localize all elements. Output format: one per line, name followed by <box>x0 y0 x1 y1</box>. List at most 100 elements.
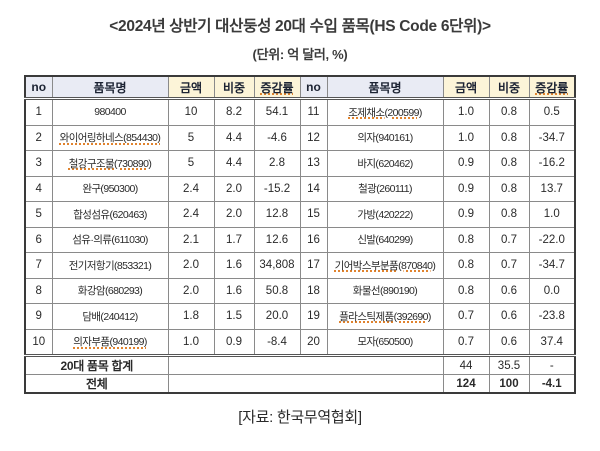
footer-share-cell: 100 <box>488 374 530 394</box>
no-cell: 20 <box>299 328 328 356</box>
col-header-item-left: 품목명 <box>51 75 169 100</box>
amount-cell: 5 <box>167 124 215 151</box>
footer-amount-cell: 124 <box>442 374 490 394</box>
item-cell: 철광(260111) <box>326 175 444 202</box>
table-row: 4 완구(950300) 2.4 2.0 -15.2 14 철광(260111)… <box>24 175 576 202</box>
share-cell: 0.6 <box>488 328 530 356</box>
amount-cell: 2.4 <box>167 201 215 228</box>
item-cell: 완구(950300) <box>51 175 169 202</box>
item-cell: 신발(640299) <box>326 226 444 253</box>
change-cell: 12.6 <box>253 226 301 253</box>
change-cell: 54.1 <box>253 98 301 126</box>
no-cell: 7 <box>24 252 53 279</box>
item-cell: 와이어링하네스(854430) <box>51 124 169 151</box>
no-cell: 8 <box>24 277 53 304</box>
item-cell: 전기저항기(853321) <box>51 252 169 279</box>
item-cell: 기어박스부분품(870840) <box>326 252 444 279</box>
item-cell: 가방(420222) <box>326 201 444 228</box>
table-row: 3 철강구조물(730890) 5 4.4 2.8 13 바지(620462) … <box>24 150 576 177</box>
no-cell: 6 <box>24 226 53 253</box>
amount-cell: 2.0 <box>167 252 215 279</box>
change-cell: 13.7 <box>528 175 576 202</box>
share-cell: 1.5 <box>213 303 255 330</box>
item-cell: 철강구조물(730890) <box>51 150 169 177</box>
change-cell: 1.0 <box>528 201 576 228</box>
col-header-change-right: 증감률 <box>528 75 576 100</box>
change-cell: -22.0 <box>528 226 576 253</box>
share-cell: 2.0 <box>213 175 255 202</box>
share-cell: 0.6 <box>488 277 530 304</box>
change-cell: -34.7 <box>528 252 576 279</box>
share-cell: 0.7 <box>488 252 530 279</box>
table-row: 2 와이어링하네스(854430) 5 4.4 -4.6 12 의자(94016… <box>24 124 576 151</box>
no-cell: 9 <box>24 303 53 330</box>
table-row: 1 980400 10 8.2 54.1 11 조제채소(200599) 1.0… <box>24 98 576 126</box>
item-cell: 모자(650500) <box>326 328 444 356</box>
no-cell: 13 <box>299 150 328 177</box>
table-row: 10 의자부품(940199) 1.0 0.9 -8.4 20 모자(65050… <box>24 328 576 356</box>
item-cell: 의자부품(940199) <box>51 328 169 356</box>
unit-note: (단위: 억 달러, %) <box>252 47 348 62</box>
import-items-table: no 품목명 금액 비중 증감률 no 품목명 금액 비중 증감률 1 9804… <box>24 75 576 394</box>
footer-row: 20대 품목 합계 44 35.5 - <box>24 354 576 375</box>
change-cell: -4.6 <box>253 124 301 151</box>
share-cell: 0.8 <box>488 124 530 151</box>
page-title: <2024년 상반기 대산둥성 20대 수입 품목(HS Code 6단위)> <box>109 18 491 35</box>
share-cell: 4.4 <box>213 124 255 151</box>
amount-cell: 1.8 <box>167 303 215 330</box>
item-cell: 980400 <box>51 98 169 126</box>
footer-empty-cell <box>167 354 444 375</box>
table-row: 5 합성섬유(620463) 2.4 2.0 12.8 15 가방(420222… <box>24 201 576 228</box>
item-cell: 화강암(680293) <box>51 277 169 304</box>
change-cell: -34.7 <box>528 124 576 151</box>
no-cell: 3 <box>24 150 53 177</box>
amount-cell: 1.0 <box>442 98 490 126</box>
col-header-item-right: 품목명 <box>326 75 444 100</box>
share-cell: 1.6 <box>213 252 255 279</box>
col-header-no-left: no <box>24 75 53 100</box>
amount-cell: 10 <box>167 98 215 126</box>
col-header-change-left: 증감률 <box>253 75 301 100</box>
no-cell: 10 <box>24 328 53 356</box>
no-cell: 17 <box>299 252 328 279</box>
item-cell: 바지(620462) <box>326 150 444 177</box>
share-cell: 0.7 <box>488 226 530 253</box>
share-cell: 0.6 <box>488 303 530 330</box>
amount-cell: 1.0 <box>442 124 490 151</box>
share-cell: 1.6 <box>213 277 255 304</box>
amount-cell: 0.7 <box>442 328 490 356</box>
change-cell: -16.2 <box>528 150 576 177</box>
amount-cell: 0.9 <box>442 201 490 228</box>
no-cell: 14 <box>299 175 328 202</box>
share-cell: 0.8 <box>488 201 530 228</box>
no-cell: 18 <box>299 277 328 304</box>
page: <2024년 상반기 대산둥성 20대 수입 품목(HS Code 6단위)> … <box>0 14 600 427</box>
footer-change-cell: -4.1 <box>528 374 576 394</box>
table-row: 8 화강암(680293) 2.0 1.6 50.8 18 화물선(890190… <box>24 277 576 304</box>
amount-cell: 0.9 <box>442 150 490 177</box>
change-cell: 0.5 <box>528 98 576 126</box>
share-cell: 2.0 <box>213 201 255 228</box>
table-body: 1 980400 10 8.2 54.1 11 조제채소(200599) 1.0… <box>24 98 576 356</box>
header-row: no 품목명 금액 비중 증감률 no 품목명 금액 비중 증감률 <box>24 75 576 100</box>
table-row: 7 전기저항기(853321) 2.0 1.6 34,808 17 기어박스부분… <box>24 252 576 279</box>
item-cell: 조제채소(200599) <box>326 98 444 126</box>
item-cell: 플라스틱제품(392690) <box>326 303 444 330</box>
table-row: 6 섬유·의류(611030) 2.1 1.7 12.6 16 신발(64029… <box>24 226 576 253</box>
footer-row: 전체 124 100 -4.1 <box>24 374 576 394</box>
footer-amount-cell: 44 <box>442 354 490 375</box>
item-cell: 섬유·의류(611030) <box>51 226 169 253</box>
change-cell: 2.8 <box>253 150 301 177</box>
footer-label-cell: 20대 품목 합계 <box>24 354 169 375</box>
col-header-no-right: no <box>299 75 328 100</box>
no-cell: 15 <box>299 201 328 228</box>
footer-change-cell: - <box>528 354 576 375</box>
share-cell: 4.4 <box>213 150 255 177</box>
share-cell: 8.2 <box>213 98 255 126</box>
table-foot: 20대 품목 합계 44 35.5 - 전체 124 100 -4.1 <box>24 354 576 394</box>
share-cell: 0.9 <box>213 328 255 356</box>
amount-cell: 2.1 <box>167 226 215 253</box>
footer-share-cell: 35.5 <box>488 354 530 375</box>
amount-cell: 0.8 <box>442 226 490 253</box>
change-cell: 0.0 <box>528 277 576 304</box>
